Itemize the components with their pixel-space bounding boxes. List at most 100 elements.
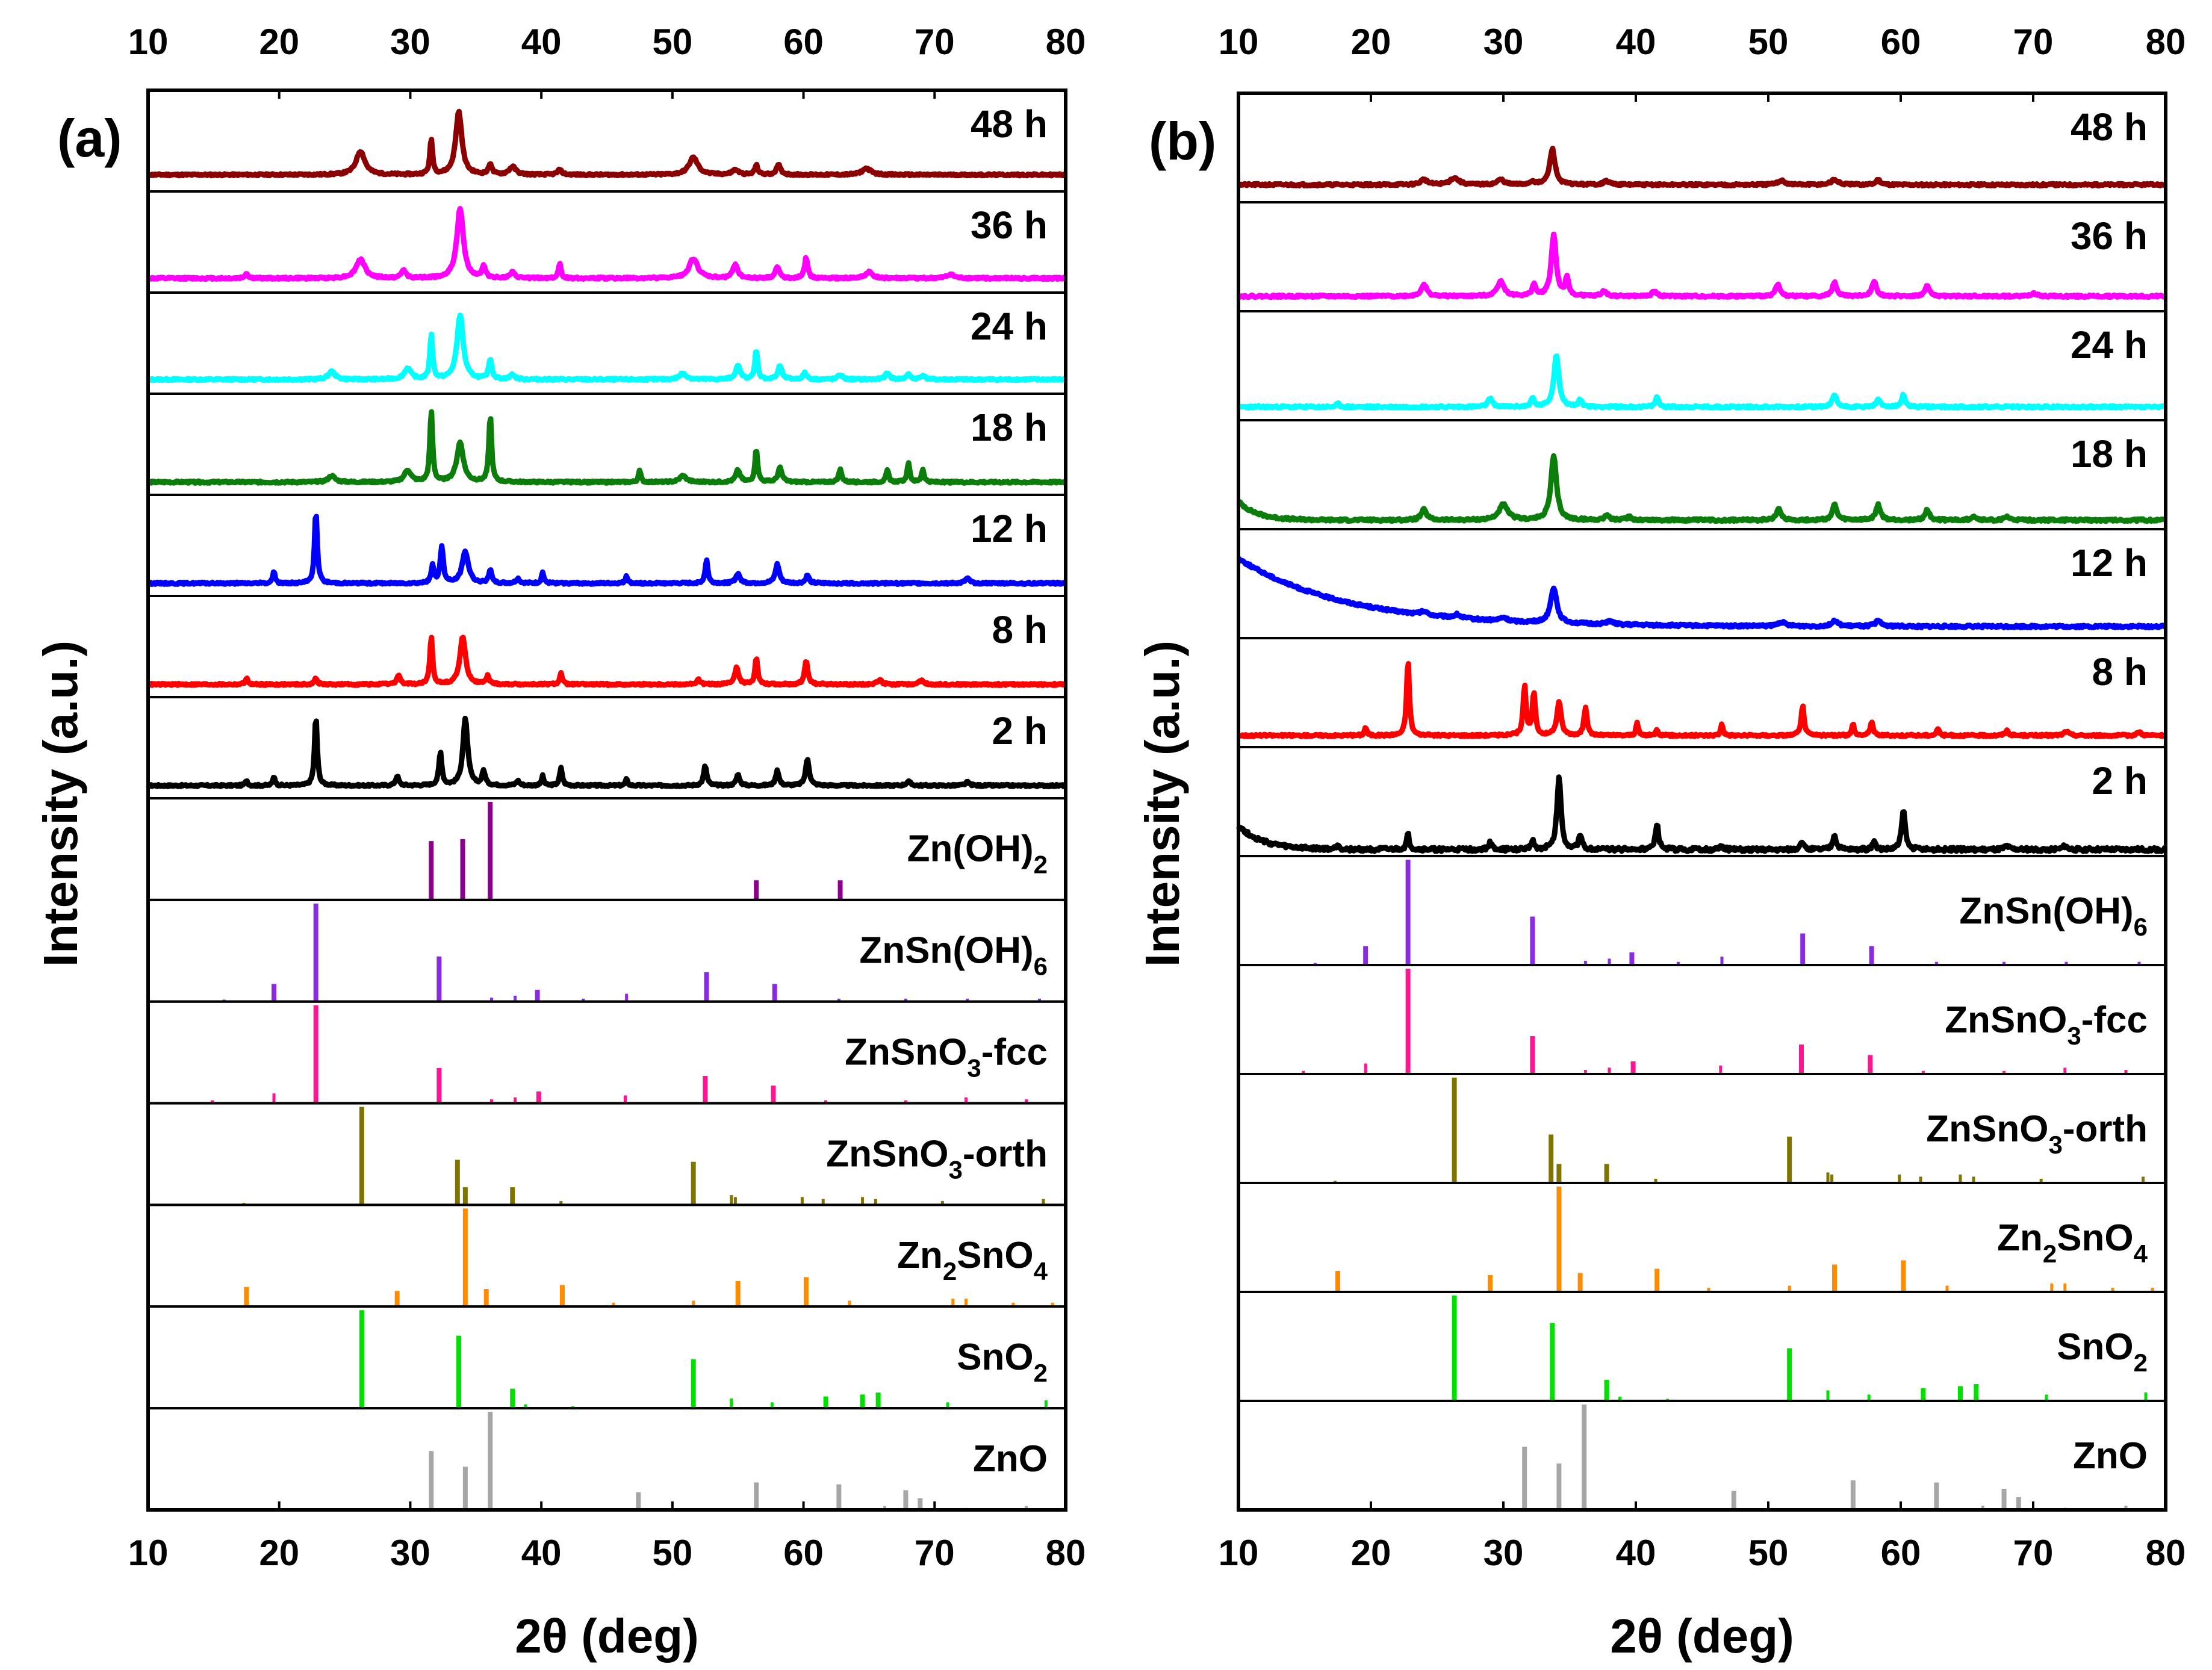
series-line xyxy=(1236,556,2167,630)
x-tick-label-bottom: 60 xyxy=(783,1533,824,1573)
reference-label-subscript: 3 xyxy=(967,1054,981,1082)
series-label: 48 h xyxy=(2071,105,2148,149)
x-tick-label-top: 30 xyxy=(1483,22,1524,62)
reference-label-main: Zn(OH) xyxy=(907,828,1034,870)
x-axis-label: 2θ (deg) xyxy=(515,1609,698,1663)
series-label: 24 h xyxy=(971,305,1048,348)
x-tick-label-top: 30 xyxy=(390,22,430,62)
x-tick-label-top: 10 xyxy=(128,22,169,62)
reference-label-subscript: 2 xyxy=(2043,1240,2057,1268)
reference-label: ZnSnO3-orth xyxy=(1926,1108,2148,1159)
series-line xyxy=(1237,231,2167,300)
reference-label-main: ZnSn(OH) xyxy=(1959,890,2133,932)
y-axis-label: Intensity (a.u.) xyxy=(1136,641,1189,967)
series-line xyxy=(1236,453,2167,524)
x-tick-label-bottom: 50 xyxy=(1748,1533,1789,1573)
panel-label: (b) xyxy=(1149,111,1216,171)
series-line xyxy=(146,108,1068,179)
x-tick-label-bottom: 40 xyxy=(521,1533,562,1573)
reference-label-subscript: 3 xyxy=(948,1155,962,1184)
x-tick-label-bottom: 80 xyxy=(1046,1533,1086,1573)
series-label: 12 h xyxy=(971,507,1048,550)
reference-label-main: ZnO xyxy=(973,1438,1048,1480)
x-tick-label-top: 40 xyxy=(1616,22,1656,62)
x-tick-label-top: 20 xyxy=(1351,22,1391,62)
reference-label-subscript: 2 xyxy=(2134,1349,2148,1377)
reference-label-subscript: 4 xyxy=(2134,1240,2148,1268)
series-label: 24 h xyxy=(2071,323,2148,367)
reference-label: Zn(OH)2 xyxy=(907,828,1048,879)
series-label: 48 h xyxy=(971,102,1048,146)
reference-3: Zn2SnO4 xyxy=(1237,1182,2167,1293)
reference-label-main: ZnSnO xyxy=(845,1031,967,1073)
reference-label-subscript: 2 xyxy=(1034,1359,1048,1387)
x-tick-label-bottom: 70 xyxy=(2013,1533,2054,1573)
panel-a: (a) Intensity (a.u.) 2θ (deg) 10 10 20 20 30 30 4… xyxy=(34,22,1086,1663)
reference-label: SnO2 xyxy=(2057,1326,2148,1377)
x-axis-label: 2θ (deg) xyxy=(1610,1609,1794,1663)
reference-label: ZnO xyxy=(2073,1435,2148,1477)
reference-label-main: SnO xyxy=(957,1336,1033,1378)
series-label: 2 h xyxy=(992,709,1048,753)
reference-label-suffix: -fcc xyxy=(981,1031,1048,1073)
x-tick-label-bottom: 10 xyxy=(128,1533,169,1573)
x-tick-label-top: 10 xyxy=(1219,22,1259,62)
reference-label-suffix: -fcc xyxy=(2081,999,2148,1041)
x-tick-label-bottom: 30 xyxy=(1483,1533,1524,1573)
reference-label: ZnSnO3-fcc xyxy=(845,1031,1048,1082)
series-line xyxy=(146,715,1067,789)
x-tick-label-bottom: 60 xyxy=(1881,1533,1921,1573)
series-label: 8 h xyxy=(992,608,1048,651)
reference-label-subscript: 2 xyxy=(943,1257,957,1285)
series-line xyxy=(1237,353,2168,411)
reference-label: ZnO xyxy=(973,1438,1048,1480)
x-tick-label-top: 40 xyxy=(521,22,562,62)
y-axis-label: Intensity (a.u.) xyxy=(34,641,87,967)
series-label: 8 h xyxy=(2092,650,2148,694)
reference-label-main: ZnSn(OH) xyxy=(859,930,1033,972)
series-label: 36 h xyxy=(971,203,1048,247)
reference-label-main: ZnSnO xyxy=(1945,999,2067,1041)
reference-label-main: Zn xyxy=(1997,1217,2043,1259)
reference-label: ZnSnO3-orth xyxy=(826,1133,1048,1184)
reference-label-main: SnO xyxy=(2057,1326,2133,1368)
panel-label: (a) xyxy=(57,108,122,168)
x-tick-label-top: 50 xyxy=(1748,22,1789,62)
panel-b: (b) Intensity (a.u.) 2θ (deg) 10 10 20 20 30 30 4… xyxy=(1136,22,2186,1663)
x-tick-label-bottom: 80 xyxy=(2146,1533,2186,1573)
reference-label-subscript: 6 xyxy=(1034,952,1048,981)
reference-label: Zn2SnO4 xyxy=(897,1235,1048,1285)
reference-label: ZnSn(OH)6 xyxy=(859,930,1048,981)
reference-label: SnO2 xyxy=(957,1336,1048,1387)
x-tick-label-bottom: 20 xyxy=(259,1533,299,1573)
x-tick-label-bottom: 70 xyxy=(915,1533,955,1573)
reference-label-subscript: 3 xyxy=(2048,1131,2062,1159)
series-line xyxy=(146,206,1067,282)
reference-label: ZnSn(OH)6 xyxy=(1959,890,2148,941)
reference-label-main: ZnSnO xyxy=(1926,1108,2048,1150)
x-tick-label-bottom: 50 xyxy=(652,1533,692,1573)
series-12h: 12 h xyxy=(146,494,1067,597)
reference-label-main: ZnSnO xyxy=(826,1133,948,1175)
series-label: 2 h xyxy=(2092,759,2148,802)
reference-label: Zn2SnO4 xyxy=(1997,1217,2148,1268)
reference-label: ZnSnO3-fcc xyxy=(1945,999,2148,1050)
series-line xyxy=(146,409,1067,486)
reference-label-suffix: -orth xyxy=(2063,1108,2148,1150)
x-tick-label-bottom: 10 xyxy=(1219,1533,1259,1573)
x-tick-label-bottom: 30 xyxy=(390,1533,430,1573)
reference-label-subscript: 6 xyxy=(2134,913,2148,941)
x-tick-label-top: 80 xyxy=(1046,22,1086,62)
series-line xyxy=(1236,774,2167,854)
series-label: 12 h xyxy=(2071,541,2148,585)
series-line xyxy=(146,312,1067,383)
series-line xyxy=(1237,146,2167,188)
x-tick-label-top: 70 xyxy=(2013,22,2054,62)
x-tick-label-top: 20 xyxy=(259,22,299,62)
reference-label-suffix: SnO xyxy=(957,1235,1033,1276)
series-line xyxy=(1237,661,2168,739)
x-tick-label-top: 80 xyxy=(2146,22,2186,62)
x-tick-label-top: 70 xyxy=(915,22,955,62)
